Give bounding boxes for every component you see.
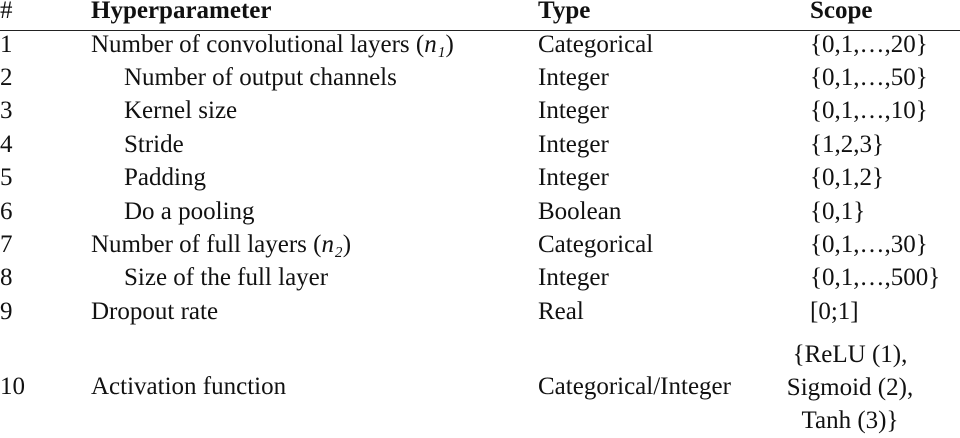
table-row: 8 Size of the full layer Integer {0,1,…,… <box>0 263 960 296</box>
hyperparameter-scope: {1,2,3} <box>810 131 884 158</box>
header-type: Type <box>538 0 591 24</box>
hyperparameter-name: Activation function <box>91 373 287 400</box>
hyperparameter-scope: {0,1,…,20} <box>810 31 928 58</box>
hyperparameter-scope: {0,1,…,50} <box>810 64 928 91</box>
table-row: 6 Do a pooling Boolean {0,1} <box>0 197 960 230</box>
hyperparameter-type: Categorical <box>538 31 654 58</box>
hyperparameter-scope: {0,1,…,500} <box>810 264 941 291</box>
table-row: 5 Padding Integer {0,1,2} <box>0 163 960 196</box>
header-num: # <box>0 0 13 24</box>
row-number: 4 <box>0 131 13 158</box>
row-number: 8 <box>0 264 13 291</box>
hyperparameter-scope: [0;1] <box>810 298 859 325</box>
table-row: 10 Activation function Categorical/Integ… <box>0 372 960 405</box>
hyperparameter-type: Integer <box>538 97 609 124</box>
hyperparameter-name: Padding <box>124 164 206 191</box>
scope-line: Sigmoid (2), <box>786 374 914 401</box>
hyperparameter-name: Number of convolutional layers (n₁) <box>91 31 454 58</box>
header-rule <box>0 30 960 31</box>
hyperparameter-type: Integer <box>538 264 609 291</box>
row-number: 1 <box>0 31 13 58</box>
header-scope: Scope <box>810 0 873 24</box>
hyperparameter-name: Stride <box>124 131 184 158</box>
table-row: 1 Number of convolutional layers (n₁) Ca… <box>0 30 960 63</box>
row-number: 9 <box>0 298 13 325</box>
hyperparameter-type: Integer <box>538 164 609 191</box>
hyperparameter-type: Categorical/Integer <box>538 373 731 400</box>
scope-line: {ReLU (1), <box>792 341 908 368</box>
hyperparameter-scope: {0,1,…,10} <box>810 97 928 124</box>
hyperparameter-name: Size of the full layer <box>124 264 329 291</box>
hyperparameter-name: Number of full layers (n₂) <box>91 231 352 258</box>
hyperparameter-type: Boolean <box>538 198 622 225</box>
header-hyperparameter: Hyperparameter <box>91 0 272 24</box>
hyperparameter-type: Real <box>538 298 584 325</box>
hyperparameter-type: Integer <box>538 64 609 91</box>
hyperparameter-name: Dropout rate <box>91 298 219 325</box>
hyperparameter-type: Integer <box>538 131 609 158</box>
table-header: # Hyperparameter Type Scope <box>0 0 960 32</box>
hyperparameter-scope-multiline: {ReLU (1), Sigmoid (2), Tanh (3)} <box>770 338 930 437</box>
table-row: 9 Dropout rate Real [0;1] <box>0 297 960 330</box>
table-row: 7 Number of full layers (n₂) Categorical… <box>0 230 960 263</box>
hyperparameter-type: Categorical <box>538 231 654 258</box>
row-number: 3 <box>0 97 13 124</box>
table-row: 3 Kernel size Integer {0,1,…,10} <box>0 96 960 129</box>
hyperparameter-scope: {0,1,2} <box>810 164 884 191</box>
hyperparameter-name: Number of output channels <box>124 64 397 91</box>
scope-line: Tanh (3)} <box>801 407 899 434</box>
hyperparameter-scope: {0,1} <box>810 198 866 225</box>
hyperparameter-name: Kernel size <box>124 97 238 124</box>
row-number: 6 <box>0 198 13 225</box>
hyperparameter-name: Do a pooling <box>124 198 255 225</box>
row-number: 2 <box>0 64 13 91</box>
table-row: 2 Number of output channels Integer {0,1… <box>0 63 960 96</box>
row-number: 5 <box>0 164 13 191</box>
row-number: 10 <box>0 373 25 400</box>
hyperparameter-scope: {0,1,…,30} <box>810 231 928 258</box>
table-row: 4 Stride Integer {1,2,3} <box>0 130 960 163</box>
row-number: 7 <box>0 231 13 258</box>
